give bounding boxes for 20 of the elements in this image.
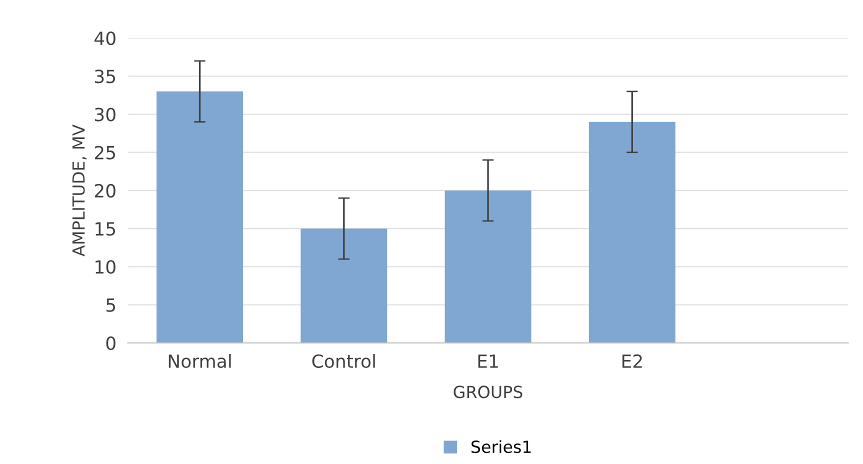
y-tick-label: 30	[95, 108, 116, 122]
y-tick-label: 20	[94, 184, 116, 198]
bar	[300, 228, 388, 343]
x-tick-label: E1	[478, 354, 498, 368]
y-tick-label: 40	[94, 32, 116, 46]
x-tick-label: Control	[312, 354, 375, 368]
y-tick-label: 5	[106, 298, 116, 312]
y-tick-label: 0	[106, 336, 116, 350]
x-tick-label: Normal	[168, 354, 231, 368]
x-axis-title: GROUPS	[454, 386, 522, 398]
legend-label: Series1	[472, 440, 531, 454]
y-tick-label: 10	[96, 260, 116, 274]
y-tick-label: 25	[94, 146, 116, 160]
bar	[588, 122, 676, 343]
y-tick-label: 15	[96, 222, 116, 236]
bar	[444, 190, 532, 343]
y-axis-title: AMPLITUDE, MV	[72, 124, 87, 256]
bar	[156, 91, 244, 343]
x-tick-label: E2	[622, 354, 642, 368]
y-tick-label: 35	[95, 70, 116, 84]
